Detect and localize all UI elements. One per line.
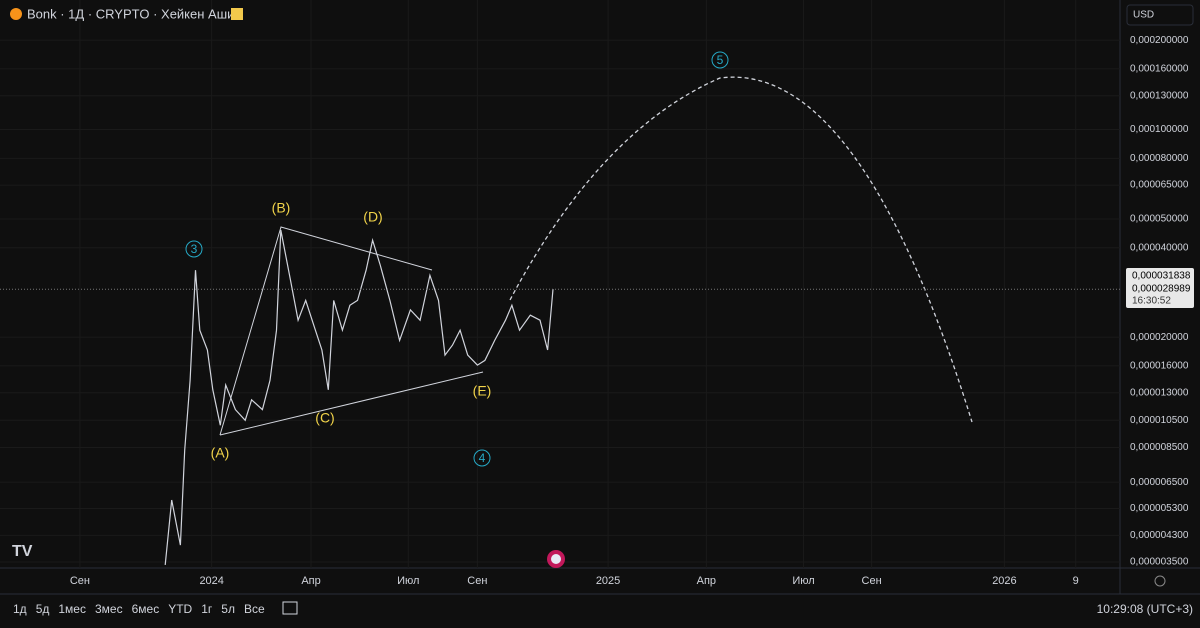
- wave-label: 3: [191, 242, 198, 256]
- price-line: [164, 229, 554, 565]
- x-tick-label: Апр: [301, 575, 320, 587]
- x-tick-label: 2024: [199, 575, 223, 587]
- high-price: 0,000031838: [1132, 271, 1191, 282]
- countdown: 16:30:52: [1132, 296, 1171, 307]
- price-badge: [1126, 268, 1194, 308]
- x-tick-label: Июл: [397, 575, 419, 587]
- y-tick-label: 0,000080000: [1130, 153, 1189, 164]
- triangle-lower: [219, 371, 484, 436]
- x-tick-label: Сен: [862, 575, 882, 587]
- y-tick-label: 0,000130000: [1130, 90, 1189, 101]
- x-tick-label: 2025: [596, 575, 620, 587]
- y-tick-label: 0,000016000: [1130, 361, 1189, 372]
- range-button[interactable]: 5л: [221, 602, 235, 616]
- y-tick-label: 0,000040000: [1130, 242, 1189, 253]
- y-tick-label: 0,000008500: [1130, 442, 1189, 453]
- wave-circle: [185, 240, 203, 258]
- wave-label: (C): [315, 410, 334, 426]
- x-tick-label: 9: [1073, 575, 1079, 587]
- range-button[interactable]: 6мес: [132, 602, 160, 616]
- wave-label: (A): [211, 445, 230, 461]
- y-tick-label: 0,000100000: [1130, 124, 1189, 135]
- range-button[interactable]: 1г: [201, 602, 213, 616]
- x-tick-label: Сен: [467, 575, 487, 587]
- grid: [0, 0, 1120, 568]
- y-tick-label: 0,000003500: [1130, 557, 1189, 568]
- range-button[interactable]: 1мес: [58, 602, 86, 616]
- projection: [509, 76, 973, 423]
- calendar-icon[interactable]: [282, 601, 298, 615]
- toolbar: 1д 5д 1мес 3мес 6мес YTD 1г 5л Все: [13, 602, 265, 616]
- wave-label: 4: [479, 451, 486, 465]
- y-tick-label: 0,000006500: [1130, 477, 1189, 488]
- logo[interactable]: TV: [12, 543, 33, 560]
- flag-icon: [231, 8, 243, 20]
- wave-label: (B): [272, 200, 291, 216]
- event-icon-inner: [551, 554, 561, 564]
- range-button[interactable]: 3мес: [95, 602, 123, 616]
- wave-label: (E): [473, 383, 492, 399]
- y-tick-label: 0,000005300: [1130, 503, 1189, 514]
- currency-button[interactable]: [1126, 4, 1194, 26]
- y-tick-label: 0,000160000: [1130, 64, 1189, 75]
- x-tick-label: Июл: [792, 575, 814, 587]
- y-tick-label: 0,000020000: [1130, 332, 1189, 343]
- series: [0, 229, 1120, 565]
- wave-circle: [473, 449, 491, 467]
- x-tick-label: 2026: [992, 575, 1016, 587]
- range-button[interactable]: YTD: [168, 602, 192, 616]
- range-button[interactable]: 1д: [13, 602, 27, 616]
- last-price: 0,000028989: [1132, 284, 1191, 295]
- range-button[interactable]: Все: [244, 602, 265, 616]
- clock: 10:29:08 (UTC+3): [1097, 602, 1193, 616]
- y-tick-label: 0,000004300: [1130, 530, 1189, 541]
- wave-label: (D): [363, 209, 382, 225]
- y-tick-label: 0,000065000: [1130, 180, 1189, 191]
- y-tick-label: 0,000200000: [1130, 35, 1189, 46]
- wave-circle: [711, 51, 729, 69]
- y-tick-label: 0,000010500: [1130, 415, 1189, 426]
- settings-icon[interactable]: [1154, 575, 1166, 587]
- wave-label: 5: [717, 53, 724, 67]
- x-tick-label: Апр: [697, 575, 716, 587]
- triangle-upper: [219, 226, 433, 436]
- symbol-title: Bonk · 1Д · CRYPTO · Хейкен Аши: [27, 6, 234, 21]
- symbol-icon: [10, 8, 22, 20]
- range-button[interactable]: 5д: [36, 602, 50, 616]
- currency[interactable]: USD: [1133, 10, 1154, 21]
- y-tick-label: 0,000013000: [1130, 387, 1189, 398]
- x-tick-label: Сен: [70, 575, 90, 587]
- y-tick-label: 0,000050000: [1130, 214, 1189, 225]
